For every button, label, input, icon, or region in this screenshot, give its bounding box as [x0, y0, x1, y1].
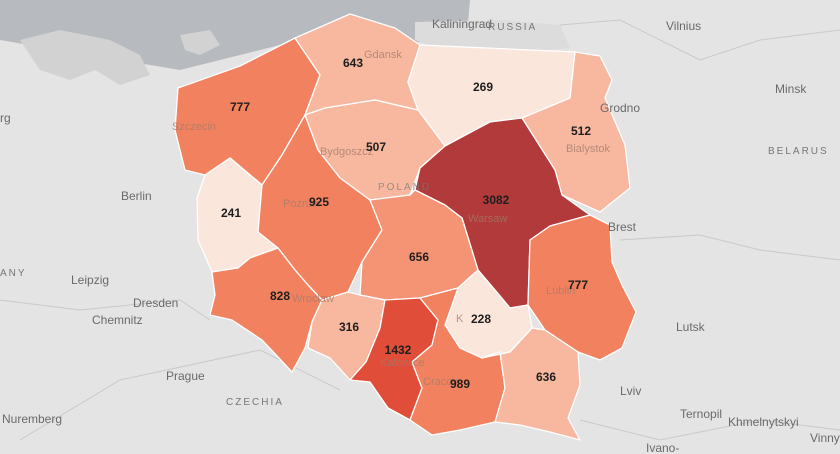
vinny-label: Vinny: [810, 431, 840, 445]
brest-label: Brest: [608, 220, 637, 234]
kaliningrad-label: Kaliningrad: [432, 17, 492, 31]
gdansk-label: Gdansk: [364, 49, 402, 61]
kaliningrad-area: [415, 20, 570, 52]
value-label-malopolskie: 989: [450, 377, 470, 391]
value-label-kujawsko-pomorskie: 507: [366, 140, 386, 154]
chemnitz-label: Chemnitz: [92, 313, 143, 327]
border-line: [19, 349, 341, 441]
bialystok-label: Bialystok: [566, 143, 611, 155]
value-label-lubuskie: 241: [221, 206, 241, 220]
value-label-slaskie: 1432: [385, 343, 412, 357]
poland-label: POLAND: [378, 182, 431, 193]
lutsk-label: Lutsk: [676, 320, 706, 334]
warsaw-label: Warsaw: [468, 213, 507, 225]
value-label-zachodniopomorskie: 777: [230, 100, 250, 114]
berlin-label: Berlin: [121, 189, 152, 203]
value-label-mazowieckie: 3082: [483, 193, 510, 207]
value-label-dolnoslaskie: 828: [270, 289, 290, 303]
szczecin-label: Szczecin: [172, 121, 216, 133]
katowice-label: Katowice: [380, 357, 425, 369]
leipzig-label: Leipzig: [71, 273, 109, 287]
under-labels: Gdansk Szczecin Bydgoszcz Bialystok Pozn…: [172, 49, 611, 388]
kielce-label: K: [456, 313, 464, 325]
value-label-lubelskie: 777: [568, 278, 588, 292]
border-line: [579, 419, 840, 441]
value-label-warminsko-mazurskie: 269: [473, 80, 493, 94]
voivodeships: [174, 13, 637, 441]
wroclaw-label: Wroclaw: [292, 293, 334, 305]
region-podlaskie[interactable]: [521, 51, 631, 213]
ternopil-label: Ternopil: [680, 407, 722, 421]
prague-label: Prague: [166, 369, 205, 383]
value-label-podlaskie: 512: [571, 124, 591, 138]
minsk-label: Minsk: [775, 82, 807, 96]
nuremberg-label: Nuremberg: [2, 412, 62, 426]
germany-label: ANY: [0, 268, 27, 279]
grodno-label: Grodno: [600, 101, 640, 115]
lviv-label: Lviv: [620, 384, 641, 398]
krakow-label: Cracow: [423, 376, 460, 388]
berg-label: rg: [0, 111, 11, 125]
value-label-lodzkie: 656: [409, 250, 429, 264]
value-label-pomorskie: 643: [343, 56, 363, 70]
vilnius-label: Vilnius: [666, 19, 701, 33]
value-label-wielkopolskie: 925: [309, 195, 329, 209]
czechia-label: CZECHIA: [226, 397, 284, 408]
khmelnytskyi-label: Khmelnytskyi: [728, 415, 799, 429]
lublin-label: Lublin: [546, 285, 575, 297]
bydgoszcz-label: Bydgoszcz: [320, 146, 373, 158]
region-malopolskie[interactable]: [409, 287, 506, 436]
value-label-podkarpackie: 636: [536, 370, 556, 384]
belarus-label: BELARUS: [768, 146, 829, 157]
coast-land-west: [20, 30, 150, 85]
value-label-swietokrzyskie: 228: [471, 312, 491, 326]
dresden-label: Dresden: [133, 296, 178, 310]
russia-label: RUSSIA: [488, 22, 537, 33]
border-line: [619, 234, 840, 261]
value-label-opolskie: 316: [339, 320, 359, 334]
border-line: [559, 19, 840, 61]
region-podkarpackie[interactable]: [481, 327, 581, 441]
border-line: [0, 299, 211, 321]
island-land: [180, 30, 220, 55]
ivano-label: Ivano-: [646, 441, 679, 454]
value-labels: 777 643 269 512 507 241 925 3082 656 828…: [221, 56, 591, 391]
poznan-label: Poznan: [283, 198, 320, 210]
place-labels: Kaliningrad RUSSIA Vilnius Minsk BELARUS…: [0, 17, 840, 454]
